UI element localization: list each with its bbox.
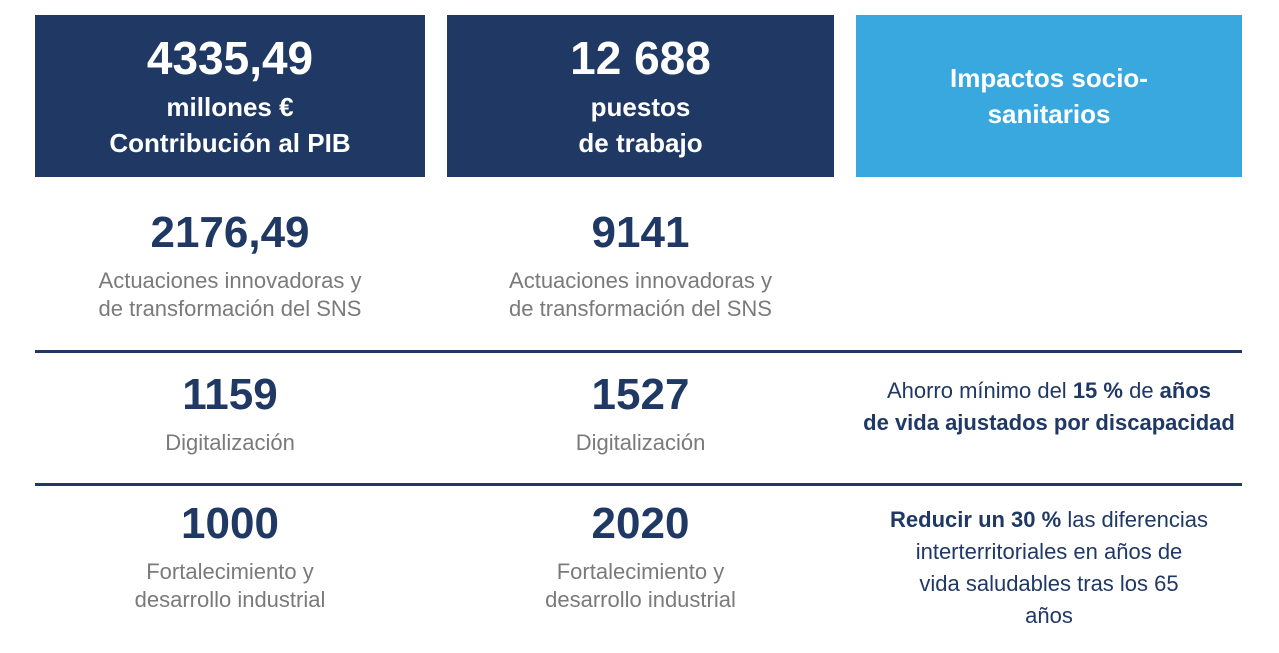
jobs-label-line-2: de trabajo: [578, 128, 703, 158]
digitalization-jobs-value: 1527: [591, 370, 690, 419]
row-digitalization: 1159 Digitalización 1527 Digitalización …: [35, 350, 1242, 483]
industrial-pib-label: Fortalecimiento y desarrollo industrial: [35, 558, 425, 614]
industrial-pib-value: 1000: [181, 499, 279, 548]
industrial-pib-label-line-2: desarrollo industrial: [134, 587, 326, 612]
impact-text-segment: años de vida ajustados por discapacidad: [863, 378, 1235, 435]
industrial-jobs-label-line-2: desarrollo industrial: [545, 587, 736, 612]
digitalization-jobs-label-line-1: Digitalización: [575, 430, 706, 455]
innovation-jobs-value: 9141: [591, 208, 690, 257]
digitalization-jobs-stat: 1527 Digitalización: [447, 369, 834, 483]
industrial-pib-stat: 1000 Fortalecimiento y desarrollo indust…: [35, 498, 425, 653]
socio-header-line-2: sanitarios: [987, 99, 1111, 129]
row-innovation: 2176,49 Actuaciones innovadoras y de tra…: [35, 177, 1242, 350]
impact-text-segment: Reducir un 30 %: [890, 507, 1062, 532]
innovation-jobs-label: Actuaciones innovadoras y de transformac…: [447, 267, 834, 323]
pib-unit-label: millones €: [166, 92, 294, 122]
digitalization-pib-label-line-1: Digitalización: [165, 430, 295, 455]
card-jobs-total: 12 688 puestos de trabajo: [447, 15, 834, 177]
innovation-jobs-label-line-2: de transformación del SNS: [509, 296, 772, 321]
industrial-jobs-stat: 2020 Fortalecimiento y desarrollo indust…: [447, 498, 834, 653]
industrial-jobs-value: 2020: [591, 499, 690, 548]
industrial-socio-impact: Reducir un 30 % las diferencias interter…: [856, 498, 1242, 653]
card-socio-header: Impactos socio- sanitarios: [856, 15, 1242, 177]
industrial-jobs-label-line-1: Fortalecimiento y: [556, 559, 725, 584]
socio-header-line-1: Impactos socio-: [950, 63, 1148, 93]
innovation-pib-label-line-2: de transformación del SNS: [98, 296, 362, 321]
jobs-total-value: 12 688: [570, 32, 711, 84]
jobs-label-line-1: puestos: [590, 92, 691, 122]
digitalization-socio-impact-text: Ahorro mínimo del 15 % de años de vida a…: [856, 375, 1242, 439]
innovation-pib-label: Actuaciones innovadoras y de transformac…: [35, 267, 425, 323]
pib-total-value: 4335,49: [146, 32, 314, 84]
impact-text-segment: 15 %: [1072, 378, 1123, 403]
header-cards: 4335,49 millones € Contribución al PIB 1…: [0, 0, 1279, 177]
innovation-jobs-label-line-1: Actuaciones innovadoras y: [509, 268, 772, 293]
pib-title: Contribución al PIB: [109, 128, 351, 158]
impact-text-segment: las diferencias interterritoriales en añ…: [915, 507, 1208, 628]
digitalization-pib-label: Digitalización: [35, 429, 425, 457]
digitalization-pib-stat: 1159 Digitalización: [35, 369, 425, 483]
digitalization-pib-value: 1159: [182, 370, 278, 419]
innovation-jobs-stat: 9141 Actuaciones innovadoras y de transf…: [447, 207, 834, 350]
innovation-pib-value: 2176,49: [150, 208, 310, 257]
impact-text-segment: de: [1122, 378, 1160, 403]
digitalization-socio-impact: Ahorro mínimo del 15 % de años de vida a…: [856, 369, 1242, 483]
industrial-jobs-label: Fortalecimiento y desarrollo industrial: [447, 558, 834, 614]
innovation-pib-label-line-1: Actuaciones innovadoras y: [98, 268, 362, 293]
digitalization-jobs-label: Digitalización: [447, 429, 834, 457]
industrial-socio-impact-text: Reducir un 30 % las diferencias interter…: [879, 504, 1219, 632]
card-pib-total: 4335,49 millones € Contribución al PIB: [35, 15, 425, 177]
industrial-pib-label-line-1: Fortalecimiento y: [146, 559, 314, 584]
innovation-socio-empty: [856, 207, 1242, 350]
impact-text-segment: Ahorro mínimo del: [886, 378, 1073, 403]
innovation-pib-stat: 2176,49 Actuaciones innovadoras y de tra…: [35, 207, 425, 350]
row-industrial: 1000 Fortalecimiento y desarrollo indust…: [35, 483, 1242, 653]
